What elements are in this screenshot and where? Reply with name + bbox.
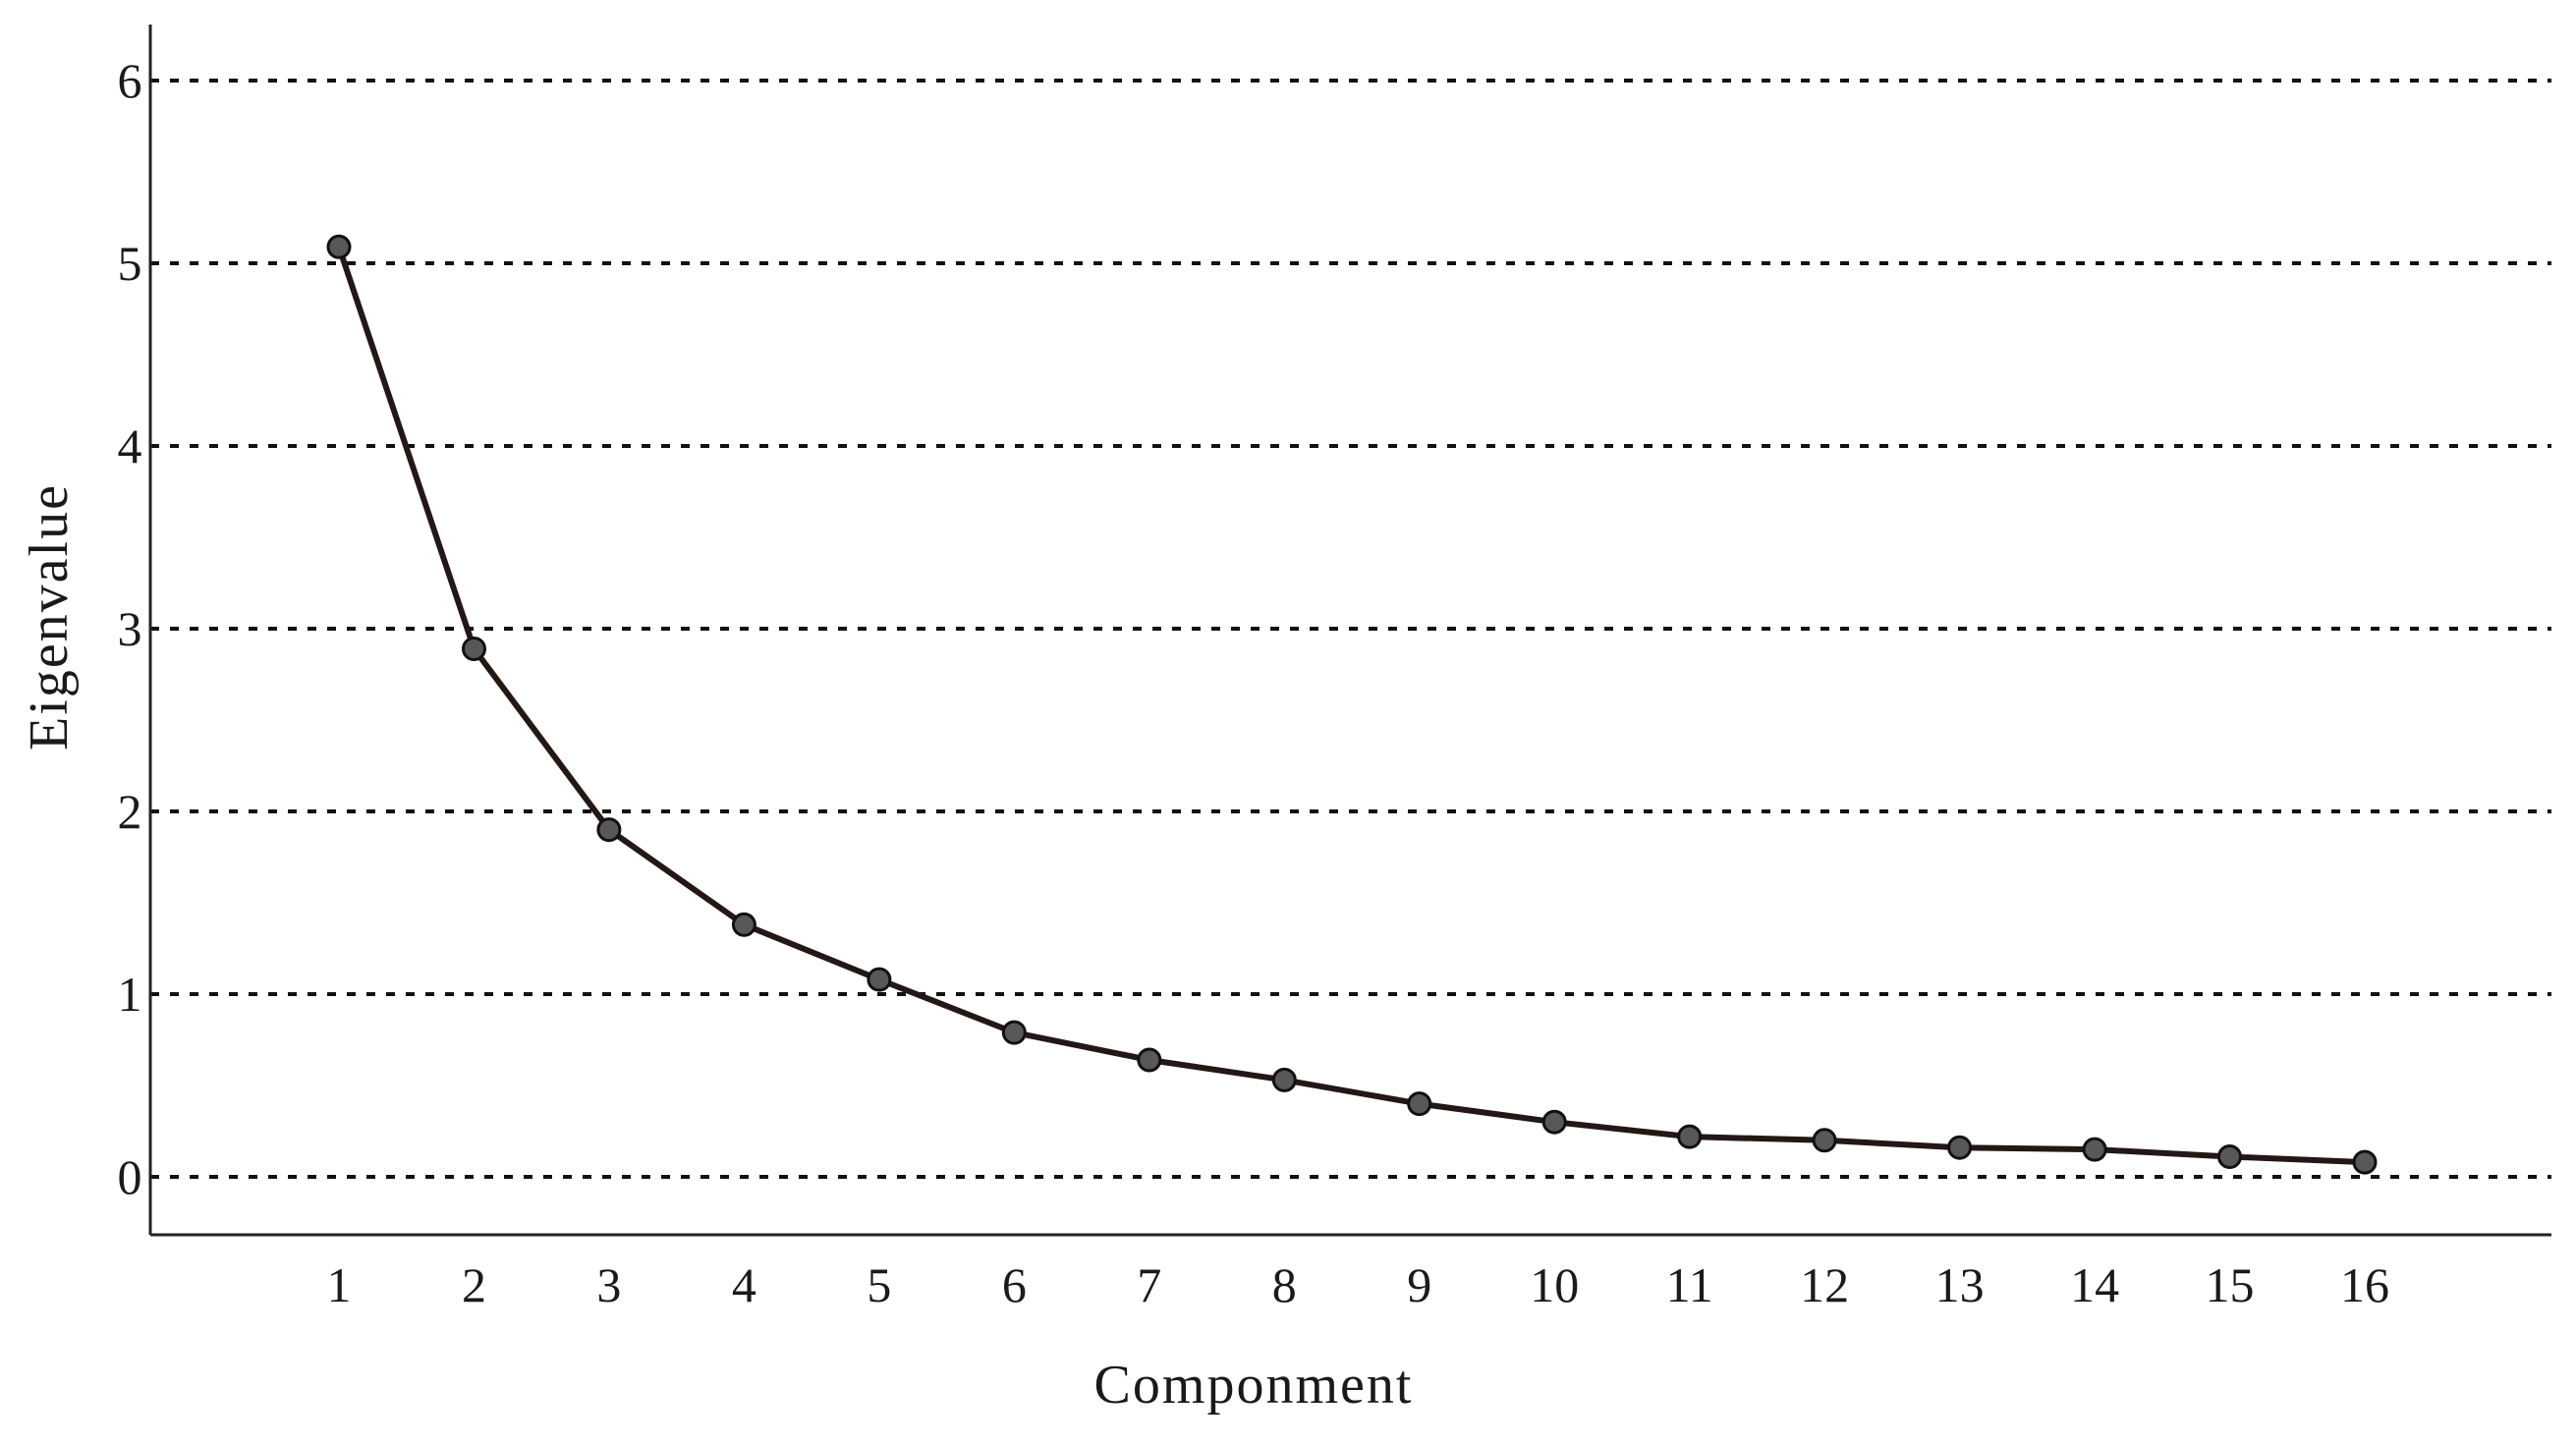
data-point xyxy=(2352,1149,2378,1175)
data-point xyxy=(326,234,352,259)
data-point xyxy=(462,637,486,661)
data-point xyxy=(1541,1109,1567,1135)
x-tick-label: 2 xyxy=(462,1257,486,1312)
data-point xyxy=(1137,1047,1162,1073)
data-point xyxy=(596,817,622,843)
x-tick-label: 14 xyxy=(2070,1257,2119,1312)
y-tick-label: 6 xyxy=(118,53,142,108)
y-tick-label: 3 xyxy=(118,601,142,656)
x-tick-label: 4 xyxy=(732,1257,756,1312)
data-point xyxy=(1947,1135,1973,1160)
y-tick-label: 4 xyxy=(118,418,142,473)
x-tick-label: 12 xyxy=(1800,1257,1849,1312)
x-tick-label: 13 xyxy=(1935,1257,1985,1312)
data-point xyxy=(2082,1137,2107,1162)
x-tick-label: 10 xyxy=(1530,1257,1579,1312)
x-tick-label: 11 xyxy=(1666,1257,1713,1312)
y-tick-labels: 0 1 2 3 4 5 6 xyxy=(118,53,142,1204)
data-point xyxy=(1271,1067,1297,1092)
x-tick-label: 8 xyxy=(1272,1257,1297,1312)
y-tick-label: 2 xyxy=(118,784,142,839)
x-tick-label: 16 xyxy=(2340,1257,2389,1312)
data-point xyxy=(2217,1144,2242,1169)
data-point xyxy=(1001,1020,1027,1045)
x-tick-label: 5 xyxy=(867,1257,891,1312)
y-tick-label: 1 xyxy=(118,967,142,1022)
x-tick-label: 1 xyxy=(327,1257,352,1312)
eigenvalue-series-line xyxy=(336,244,2368,1166)
gridlines xyxy=(150,79,2551,1179)
data-point xyxy=(1677,1124,1703,1149)
data-point xyxy=(1812,1128,1837,1153)
x-tick-label: 15 xyxy=(2206,1257,2255,1312)
x-tick-label: 7 xyxy=(1137,1257,1161,1312)
x-tick-labels: 1 2 3 4 5 6 7 8 9 10 11 12 13 14 15 16 xyxy=(327,1257,2390,1312)
x-tick-label: 3 xyxy=(596,1257,621,1312)
x-tick-label: 9 xyxy=(1407,1257,1431,1312)
y-tick-label: 0 xyxy=(118,1149,142,1204)
x-axis-title: Componment xyxy=(1094,1355,1414,1416)
data-points xyxy=(326,234,2378,1175)
y-axis-title: Eigenvalue xyxy=(19,483,80,751)
y-tick-label: 5 xyxy=(118,236,142,291)
data-point xyxy=(867,967,892,992)
data-point xyxy=(1407,1091,1432,1117)
x-tick-label: 6 xyxy=(1002,1257,1027,1312)
data-point xyxy=(731,912,756,937)
